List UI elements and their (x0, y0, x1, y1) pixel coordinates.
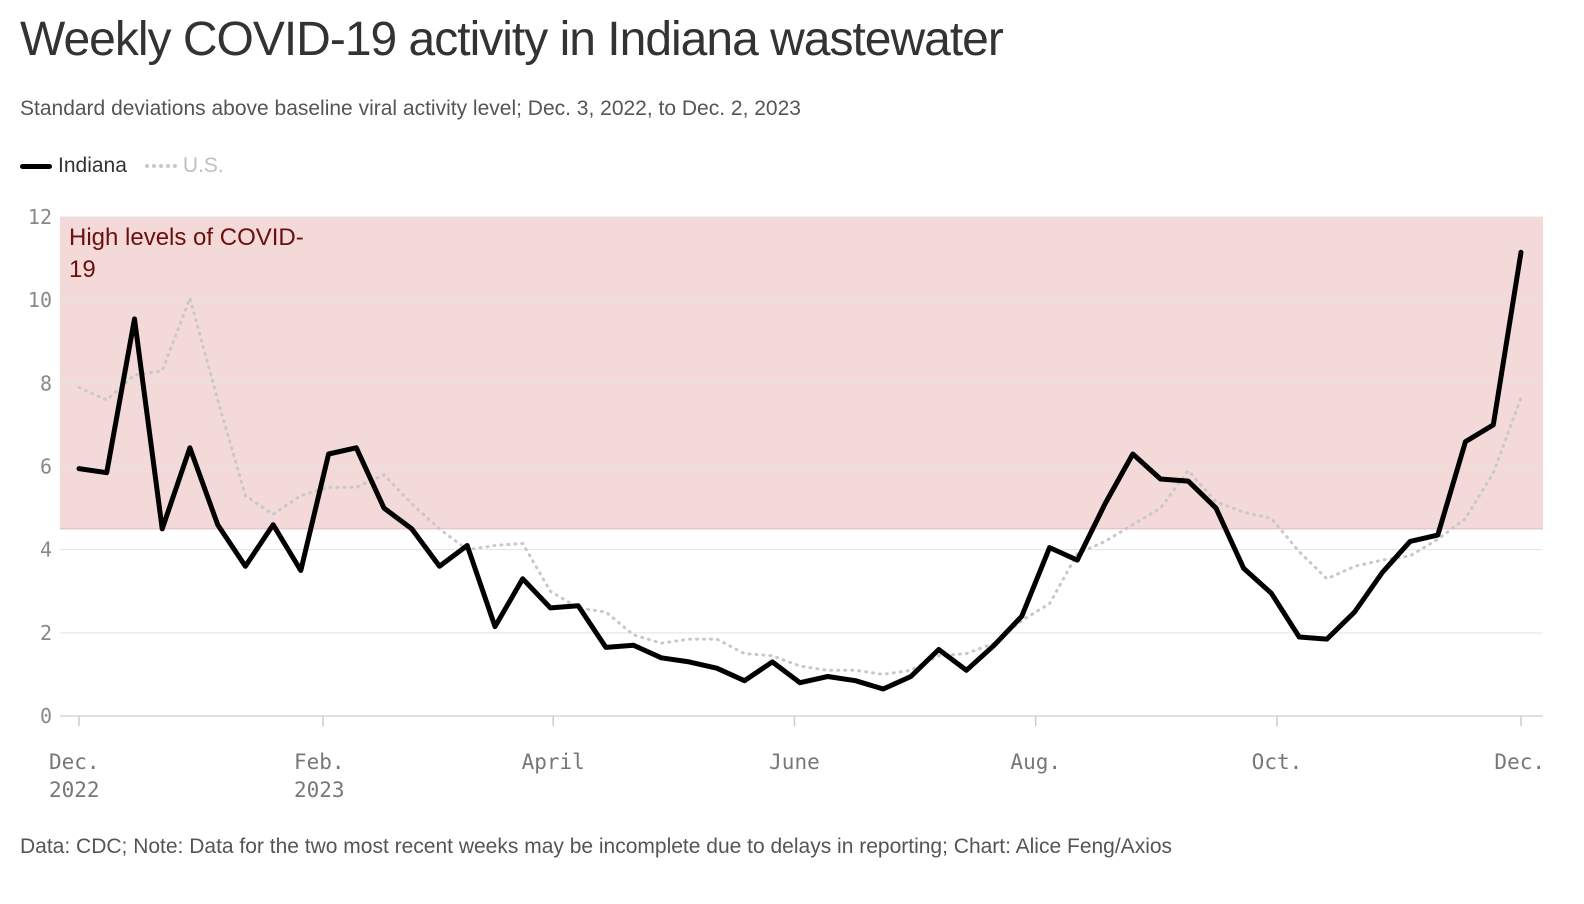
legend-item-indiana: Indiana (20, 154, 127, 178)
y-tick-label: 2 (40, 621, 52, 645)
x-tick-label-year: 2022 (49, 778, 100, 802)
x-tick-label: Oct. (1252, 750, 1303, 774)
high-level-annotation-line1: High levels of COVID- (69, 224, 304, 251)
x-tick-label: Dec. (49, 750, 100, 774)
y-tick-label: 0 (40, 704, 52, 728)
x-tick-label: Dec. (1494, 750, 1545, 774)
y-tick-label: 8 (40, 371, 52, 395)
x-tick-label-year: 2023 (294, 778, 345, 802)
x-tick-label: June (769, 750, 820, 774)
y-tick-label: 12 (28, 205, 52, 229)
y-tick-label: 6 (40, 455, 52, 479)
chart-footer-source: Data: CDC; Note: Data for the two most r… (20, 835, 1173, 858)
legend-swatch-us (144, 164, 177, 168)
high-level-annotation-line2: 19 (69, 256, 96, 283)
x-axis-ticks: Dec. 2022 Feb. 2023 April June Aug. Oct. Dec. (49, 716, 1545, 802)
high-level-band-group (60, 217, 1543, 530)
legend-label-us: U.S. (182, 154, 224, 177)
annotation-group: High levels of COVID- 19 (69, 224, 304, 283)
y-tick-label: 10 (28, 288, 52, 312)
legend-item-us: U.S. (144, 154, 224, 178)
chart-subtitle: Standard deviations above baseline viral… (20, 97, 801, 120)
y-tick-label: 4 (40, 538, 52, 562)
line-chart: 0 2 4 6 8 10 12 Dec. 2022 Feb. 2023 April June Aug. O… (28, 205, 1545, 802)
x-tick-label: April (522, 750, 585, 774)
series-lines (76, 249, 1524, 692)
legend: Indiana U.S. (20, 154, 242, 178)
x-tick-label: Feb. (294, 750, 345, 774)
y-axis-ticks: 0 2 4 6 8 10 12 (28, 205, 52, 728)
chart-title: Weekly COVID-19 activity in Indiana wast… (20, 13, 1004, 66)
x-tick-label: Aug. (1010, 750, 1061, 774)
series-line-indiana (76, 249, 1524, 692)
legend-label-indiana: Indiana (58, 154, 127, 177)
legend-swatch-indiana (20, 163, 52, 169)
high-level-band (60, 217, 1543, 529)
